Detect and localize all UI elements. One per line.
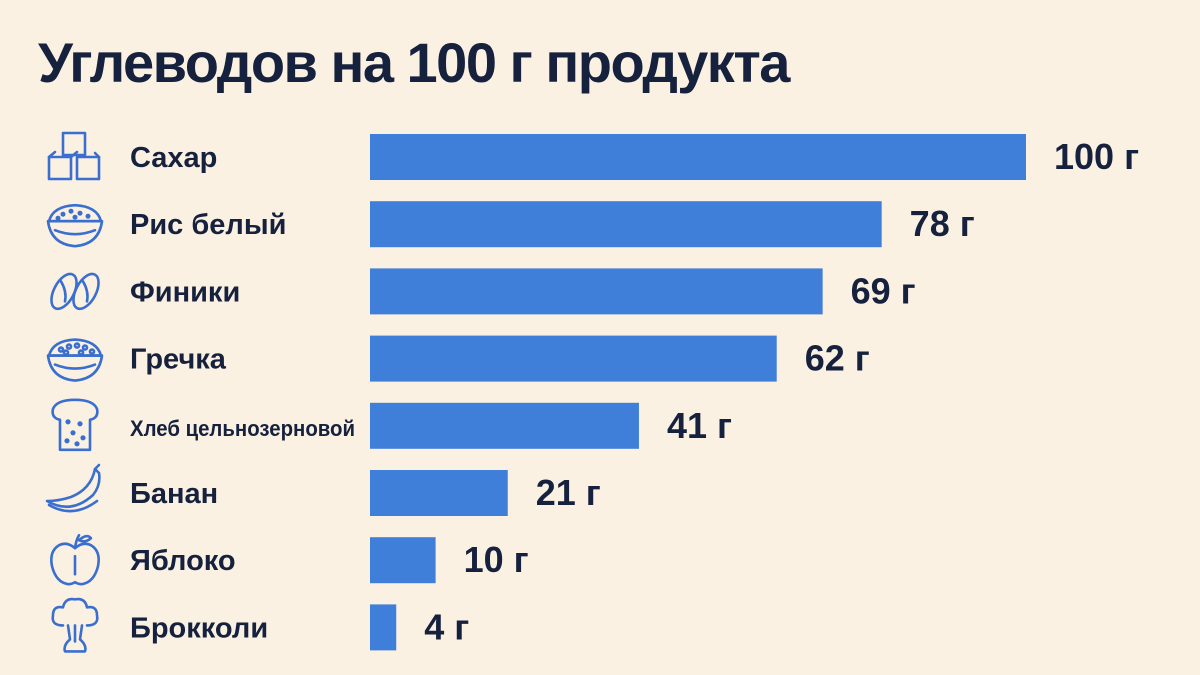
rice-bowl-icon [46,203,104,248]
bar [370,604,397,651]
apple-icon [50,533,100,586]
value-label: 10 г [464,539,529,580]
bar [370,470,508,516]
banana-icon [45,463,101,513]
broccoli-icon [51,597,99,653]
category-label: Финики [130,276,240,308]
value-label: 100 г [1054,136,1139,177]
bar [370,402,639,449]
category-label: Брокколи [130,612,268,644]
category-label: Сахар [130,142,217,174]
value-label: 4 г [424,606,469,647]
value-label: 62 г [805,338,870,379]
category-label: Яблоко [130,545,236,577]
bar [370,537,436,584]
value-label: 41 г [667,405,732,446]
buckwheat-bowl-icon [46,338,104,382]
dates-icon [50,272,100,311]
category-label: Банан [130,478,218,510]
value-label: 69 г [851,270,916,311]
category-label: Гречка [130,344,227,376]
category-label: Рис белый [130,209,286,241]
sugar-cubes-icon [47,131,101,181]
bar [370,134,1026,180]
chart-title: Углеводов на 100 г продукта [38,31,790,94]
bar [370,335,777,382]
bar [370,201,882,248]
bread-slice-icon [51,398,99,452]
value-label: 78 г [910,203,975,244]
value-label: 21 г [536,472,601,513]
category-label: Хлеб цельнозерновой [130,416,355,441]
bar [370,268,823,315]
